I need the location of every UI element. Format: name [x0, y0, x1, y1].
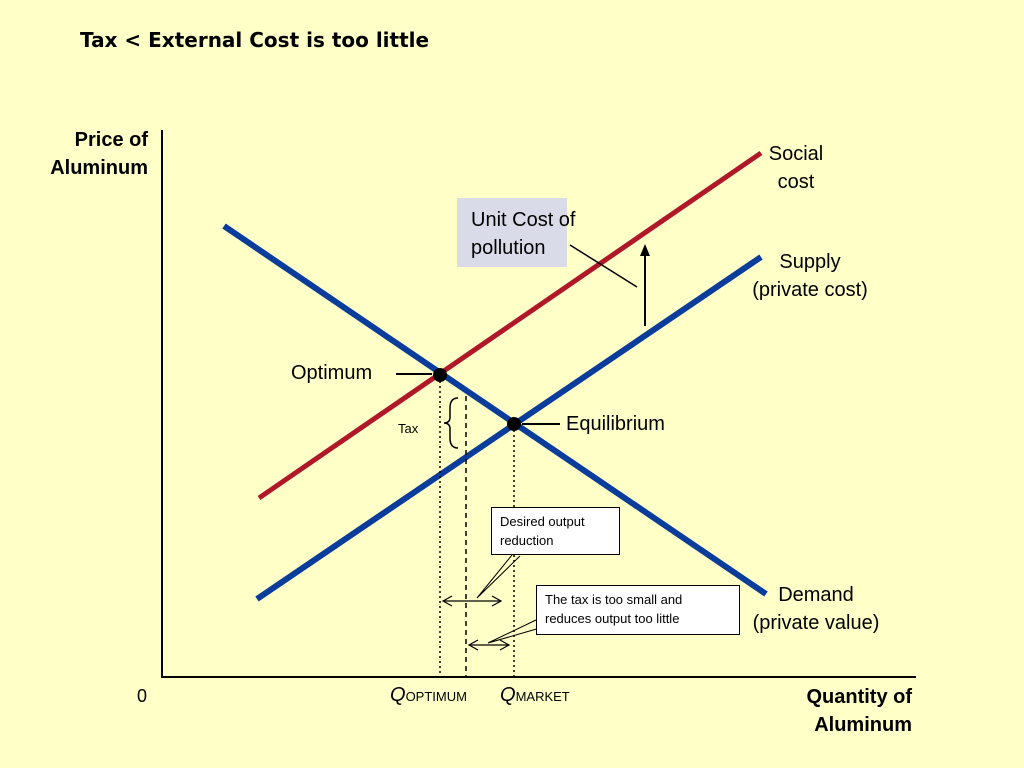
q-optimum-label: QOPTIMUM: [390, 684, 467, 706]
unit-cost-box: [457, 198, 567, 267]
supply-label: Supply (private cost): [752, 251, 868, 301]
x-axis-label: Quantity of Aluminum: [806, 686, 912, 736]
origin-label: 0: [137, 686, 148, 706]
social-cost-label: Social cost: [768, 143, 824, 193]
tax-small-callout-pointer: [487, 619, 541, 644]
optimum-label: Optimum: [291, 362, 373, 384]
demand-curve: [222, 223, 768, 597]
desired-callout-pointer: [476, 554, 521, 599]
y-axis-label: Price of Aluminum: [50, 129, 148, 179]
equilibrium-label: Equilibrium: [566, 413, 665, 435]
equilibrium-point: [507, 417, 521, 431]
q-market-label: QMARKET: [500, 684, 570, 706]
social-cost-curve: [257, 150, 763, 501]
tax-label: Tax: [398, 421, 419, 436]
demand-label: Demand (private value): [752, 584, 880, 634]
unit-cost-pointer: [569, 244, 638, 288]
optimum-point: [433, 368, 447, 382]
tax-brace: [443, 397, 459, 449]
unit-cost-label: Unit Cost of pollution: [471, 209, 576, 259]
slide-title: Tax < External Cost is too little: [80, 28, 430, 52]
shift-arrowhead: [640, 244, 650, 256]
desired-reduction-callout: Desired output reduction: [491, 507, 620, 555]
tax-too-small-callout: The tax is too small and reduces output …: [536, 585, 740, 635]
